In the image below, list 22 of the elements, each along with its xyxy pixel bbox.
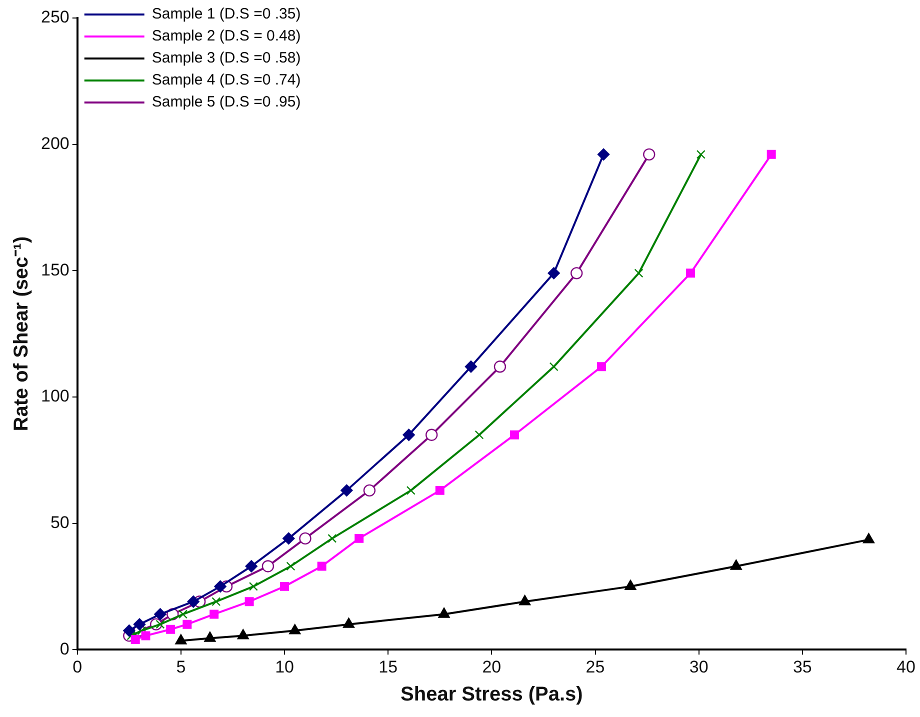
y-tick-label: 200 [40,134,70,154]
x-tick-label: 35 [792,657,812,676]
y-tick-label: 250 [40,8,70,27]
y-tick-label: 150 [40,260,70,280]
legend-label: Sample 2 (D.S = 0.48) [152,28,301,45]
y-axis-title: Rate of Shear (sec⁻¹) [10,236,33,432]
y-tick-label: 0 [60,639,70,658]
x-axis-title: Shear Stress (Pa.s) [400,684,583,706]
y-tick-label: 50 [50,512,70,532]
legend-label: Sample 1 (D.S =0 .35) [152,6,301,23]
x-tick-label: 30 [689,657,708,676]
x-tick-label: 25 [586,657,605,676]
x-tick-label: 20 [482,657,502,676]
x-tick-label: 0 [72,657,82,676]
x-tick-label: 5 [176,657,186,676]
legend-label: Sample 5 (D.S =0 .95) [152,94,301,111]
x-tick-label: 10 [275,657,294,676]
legend-label: Sample 4 (D.S =0 .74) [152,72,301,89]
x-tick-label: 15 [378,657,398,676]
x-tick-label: 40 [896,657,916,676]
y-tick-label: 100 [40,386,70,406]
legend-label: Sample 3 (D.S =0 .58) [152,50,301,67]
